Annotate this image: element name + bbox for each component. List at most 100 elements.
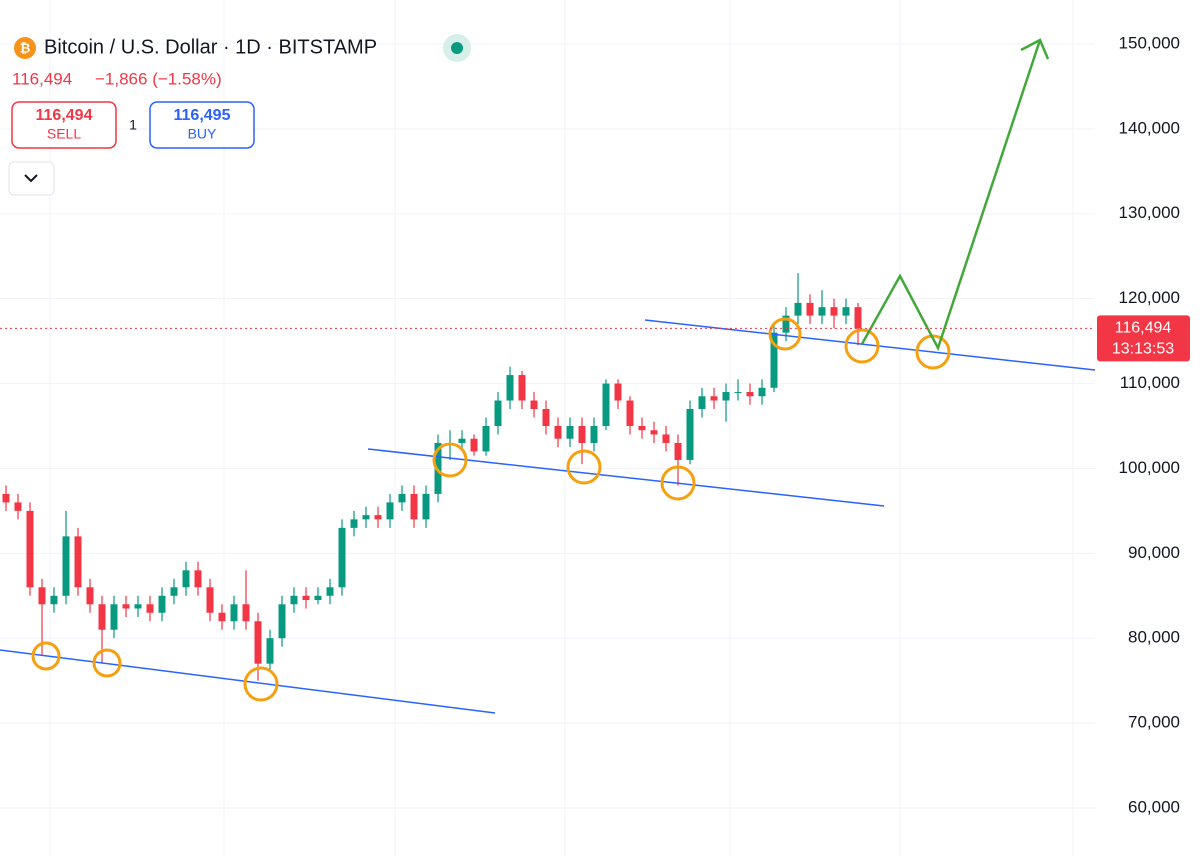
circle-marker <box>432 442 468 478</box>
coin-symbol: ₿ <box>20 40 31 55</box>
projection-path <box>860 39 1042 352</box>
trend-line <box>367 448 885 507</box>
candle-body <box>770 332 778 388</box>
candle-body <box>218 612 226 622</box>
candle-body <box>710 396 718 401</box>
candle-body <box>338 527 346 588</box>
candle-body <box>698 396 706 410</box>
symbol-title: Bitcoin / U.S. Dollar · 1D · BITSTAMP <box>44 36 377 58</box>
y-tick-label: 80,000 <box>1128 628 1180 647</box>
header-price: 116,494 <box>12 69 72 88</box>
candle-body <box>674 442 682 460</box>
projection-arrowhead <box>1020 38 1050 60</box>
candle-body <box>134 604 142 609</box>
candle-body <box>98 604 106 630</box>
candle-body <box>830 307 838 316</box>
sell-price: 116,494 <box>36 107 93 124</box>
candle-body <box>602 383 610 426</box>
circle-marker <box>243 666 279 702</box>
y-tick-label: 100,000 <box>1119 458 1180 477</box>
y-tick-label: 150,000 <box>1119 33 1180 52</box>
candle-body <box>422 493 430 520</box>
circle-marker <box>92 648 122 678</box>
candle-body <box>254 621 262 664</box>
candle-body <box>74 536 82 588</box>
buy-price: 116,495 <box>174 107 231 124</box>
last-price-label: 116,494 <box>1115 320 1172 337</box>
candle-body <box>662 434 670 443</box>
candle-body <box>86 587 94 605</box>
candle-body <box>290 595 298 605</box>
candle-body <box>314 595 322 601</box>
candle-body <box>842 307 850 316</box>
candle-body <box>614 383 622 401</box>
candle-body <box>638 425 646 431</box>
candle-body <box>398 493 406 503</box>
candle-body <box>326 587 334 596</box>
candle-body <box>542 409 550 426</box>
candle-body <box>230 604 238 622</box>
quantity: 1 <box>129 117 137 133</box>
candle-body <box>122 604 130 609</box>
candle-body <box>518 375 526 401</box>
candle-body <box>62 536 70 596</box>
candle-body <box>818 307 826 316</box>
trend-line <box>0 649 496 714</box>
countdown: 13:13:53 <box>1112 341 1174 358</box>
status-dot <box>451 42 463 54</box>
annotations <box>0 38 1096 714</box>
candle-body <box>350 519 358 528</box>
y-tick-label: 140,000 <box>1119 118 1180 137</box>
candle-body <box>578 425 586 443</box>
candle-body <box>590 425 598 443</box>
chevron-icon <box>24 174 38 183</box>
candle-body <box>206 587 214 613</box>
header: ₿ Bitcoin / U.S. Dollar · 1D · BITSTAMP … <box>8 34 471 196</box>
y-tick-label: 70,000 <box>1128 713 1180 732</box>
candle-body <box>158 595 166 613</box>
candle-body <box>194 570 202 588</box>
candle-body <box>650 430 658 435</box>
candle-body <box>806 302 814 316</box>
candle-body <box>686 409 694 460</box>
buy-button[interactable] <box>149 101 255 149</box>
candle-body <box>794 302 802 316</box>
candle-body <box>554 425 562 439</box>
sell-button[interactable] <box>11 101 117 149</box>
sell-label: SELL <box>47 126 81 142</box>
collapse-button[interactable] <box>8 161 55 196</box>
candle-body <box>758 387 766 397</box>
candle-body <box>470 438 478 452</box>
candle-body <box>266 638 274 664</box>
candle-body <box>242 604 250 622</box>
candle-body <box>170 587 178 596</box>
candle-body <box>146 604 154 613</box>
candle-body <box>374 515 382 520</box>
candle-body <box>26 510 34 588</box>
circle-marker <box>660 465 696 501</box>
candle-body <box>734 392 742 394</box>
buy-label: BUY <box>188 126 217 142</box>
candle-body <box>14 502 22 511</box>
candle-body <box>854 307 862 329</box>
y-tick-label: 110,000 <box>1120 373 1180 392</box>
coin-icon <box>14 37 36 59</box>
candle-body <box>458 438 466 443</box>
candle-body <box>482 425 490 452</box>
candle-body <box>722 392 730 401</box>
circle-marker <box>566 449 602 485</box>
last-price-box <box>1097 315 1190 362</box>
candle-body <box>278 604 286 639</box>
candle-body <box>506 375 514 401</box>
y-tick-label: 130,000 <box>1119 203 1180 222</box>
candle-body <box>410 493 418 520</box>
candle-body <box>746 392 754 397</box>
candle-body <box>566 425 574 439</box>
circle-marker <box>768 317 802 351</box>
y-tick-label: 60,000 <box>1128 797 1180 816</box>
circle-marker <box>844 328 880 364</box>
candle-body <box>782 315 790 333</box>
candle-body <box>386 502 394 520</box>
